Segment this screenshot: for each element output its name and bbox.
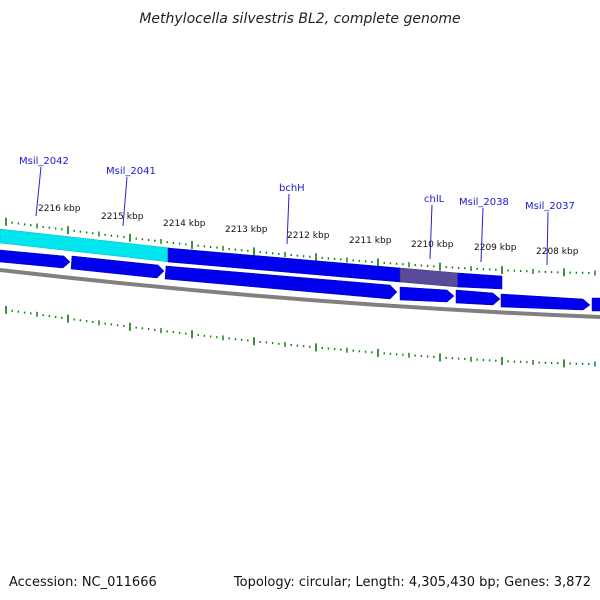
kbp-label-2210: 2210 kbp	[411, 240, 454, 250]
gene-arrow-6[interactable]	[500, 293, 591, 311]
gene-arrow-7[interactable]	[591, 297, 600, 312]
kbp-label-2216: 2216 kbp	[38, 204, 81, 214]
gene-track-lower	[0, 249, 600, 312]
lower-tick-row	[5, 305, 596, 368]
gene-label-msil-2042[interactable]: Msil_2042	[19, 156, 69, 167]
kbp-label-2212: 2212 kbp	[287, 231, 330, 241]
accession-text: Accession: NC_011666	[9, 575, 157, 590]
gene-label-leader	[286, 193, 290, 245]
gene-arrow-msil-2038[interactable]	[457, 272, 503, 290]
kbp-label-2208: 2208 kbp	[536, 247, 579, 257]
gene-labels: Msil_2042 Msil_2041 bchH chlL Msil_2038 …	[19, 156, 575, 266]
kbp-label-2214: 2214 kbp	[163, 219, 206, 229]
kbp-label-2211: 2211 kbp	[349, 236, 392, 246]
gene-label-msil-2038[interactable]: Msil_2038	[459, 197, 509, 208]
gene-label-leader	[480, 207, 484, 263]
gene-label-bchh[interactable]: bchH	[279, 183, 305, 194]
kbp-label-2209: 2209 kbp	[474, 243, 517, 253]
gene-arrow-chll[interactable]	[399, 267, 459, 288]
gene-label-chll[interactable]: chlL	[424, 194, 445, 205]
kbp-label-2215: 2215 kbp	[101, 212, 144, 222]
gene-arrow-3[interactable]	[164, 265, 398, 300]
genome-backbone	[0, 268, 600, 319]
gene-arrow-2[interactable]	[70, 255, 165, 279]
gene-label-leader	[429, 204, 433, 260]
gene-label-leader	[546, 211, 549, 266]
gene-arrow-4[interactable]	[399, 286, 455, 303]
map-title: Methylocella silvestris BL2, complete ge…	[139, 11, 460, 27]
gene-arrow-5[interactable]	[455, 289, 501, 306]
gene-track-upper	[0, 228, 503, 290]
genome-summary-text: Topology: circular; Length: 4,305,430 bp…	[233, 575, 591, 590]
kbp-label-2213: 2213 kbp	[225, 225, 268, 235]
gene-label-leader	[35, 166, 42, 217]
gene-arrow-1[interactable]	[0, 249, 71, 269]
upper-tick-row	[5, 217, 596, 277]
gene-label-msil-2037[interactable]: Msil_2037	[525, 201, 575, 212]
gene-label-leader	[122, 176, 128, 227]
gene-label-msil-2041[interactable]: Msil_2041	[106, 166, 156, 177]
kbp-labels: 2216 kbp 2215 kbp 2214 kbp 2213 kbp 2212…	[38, 204, 579, 257]
